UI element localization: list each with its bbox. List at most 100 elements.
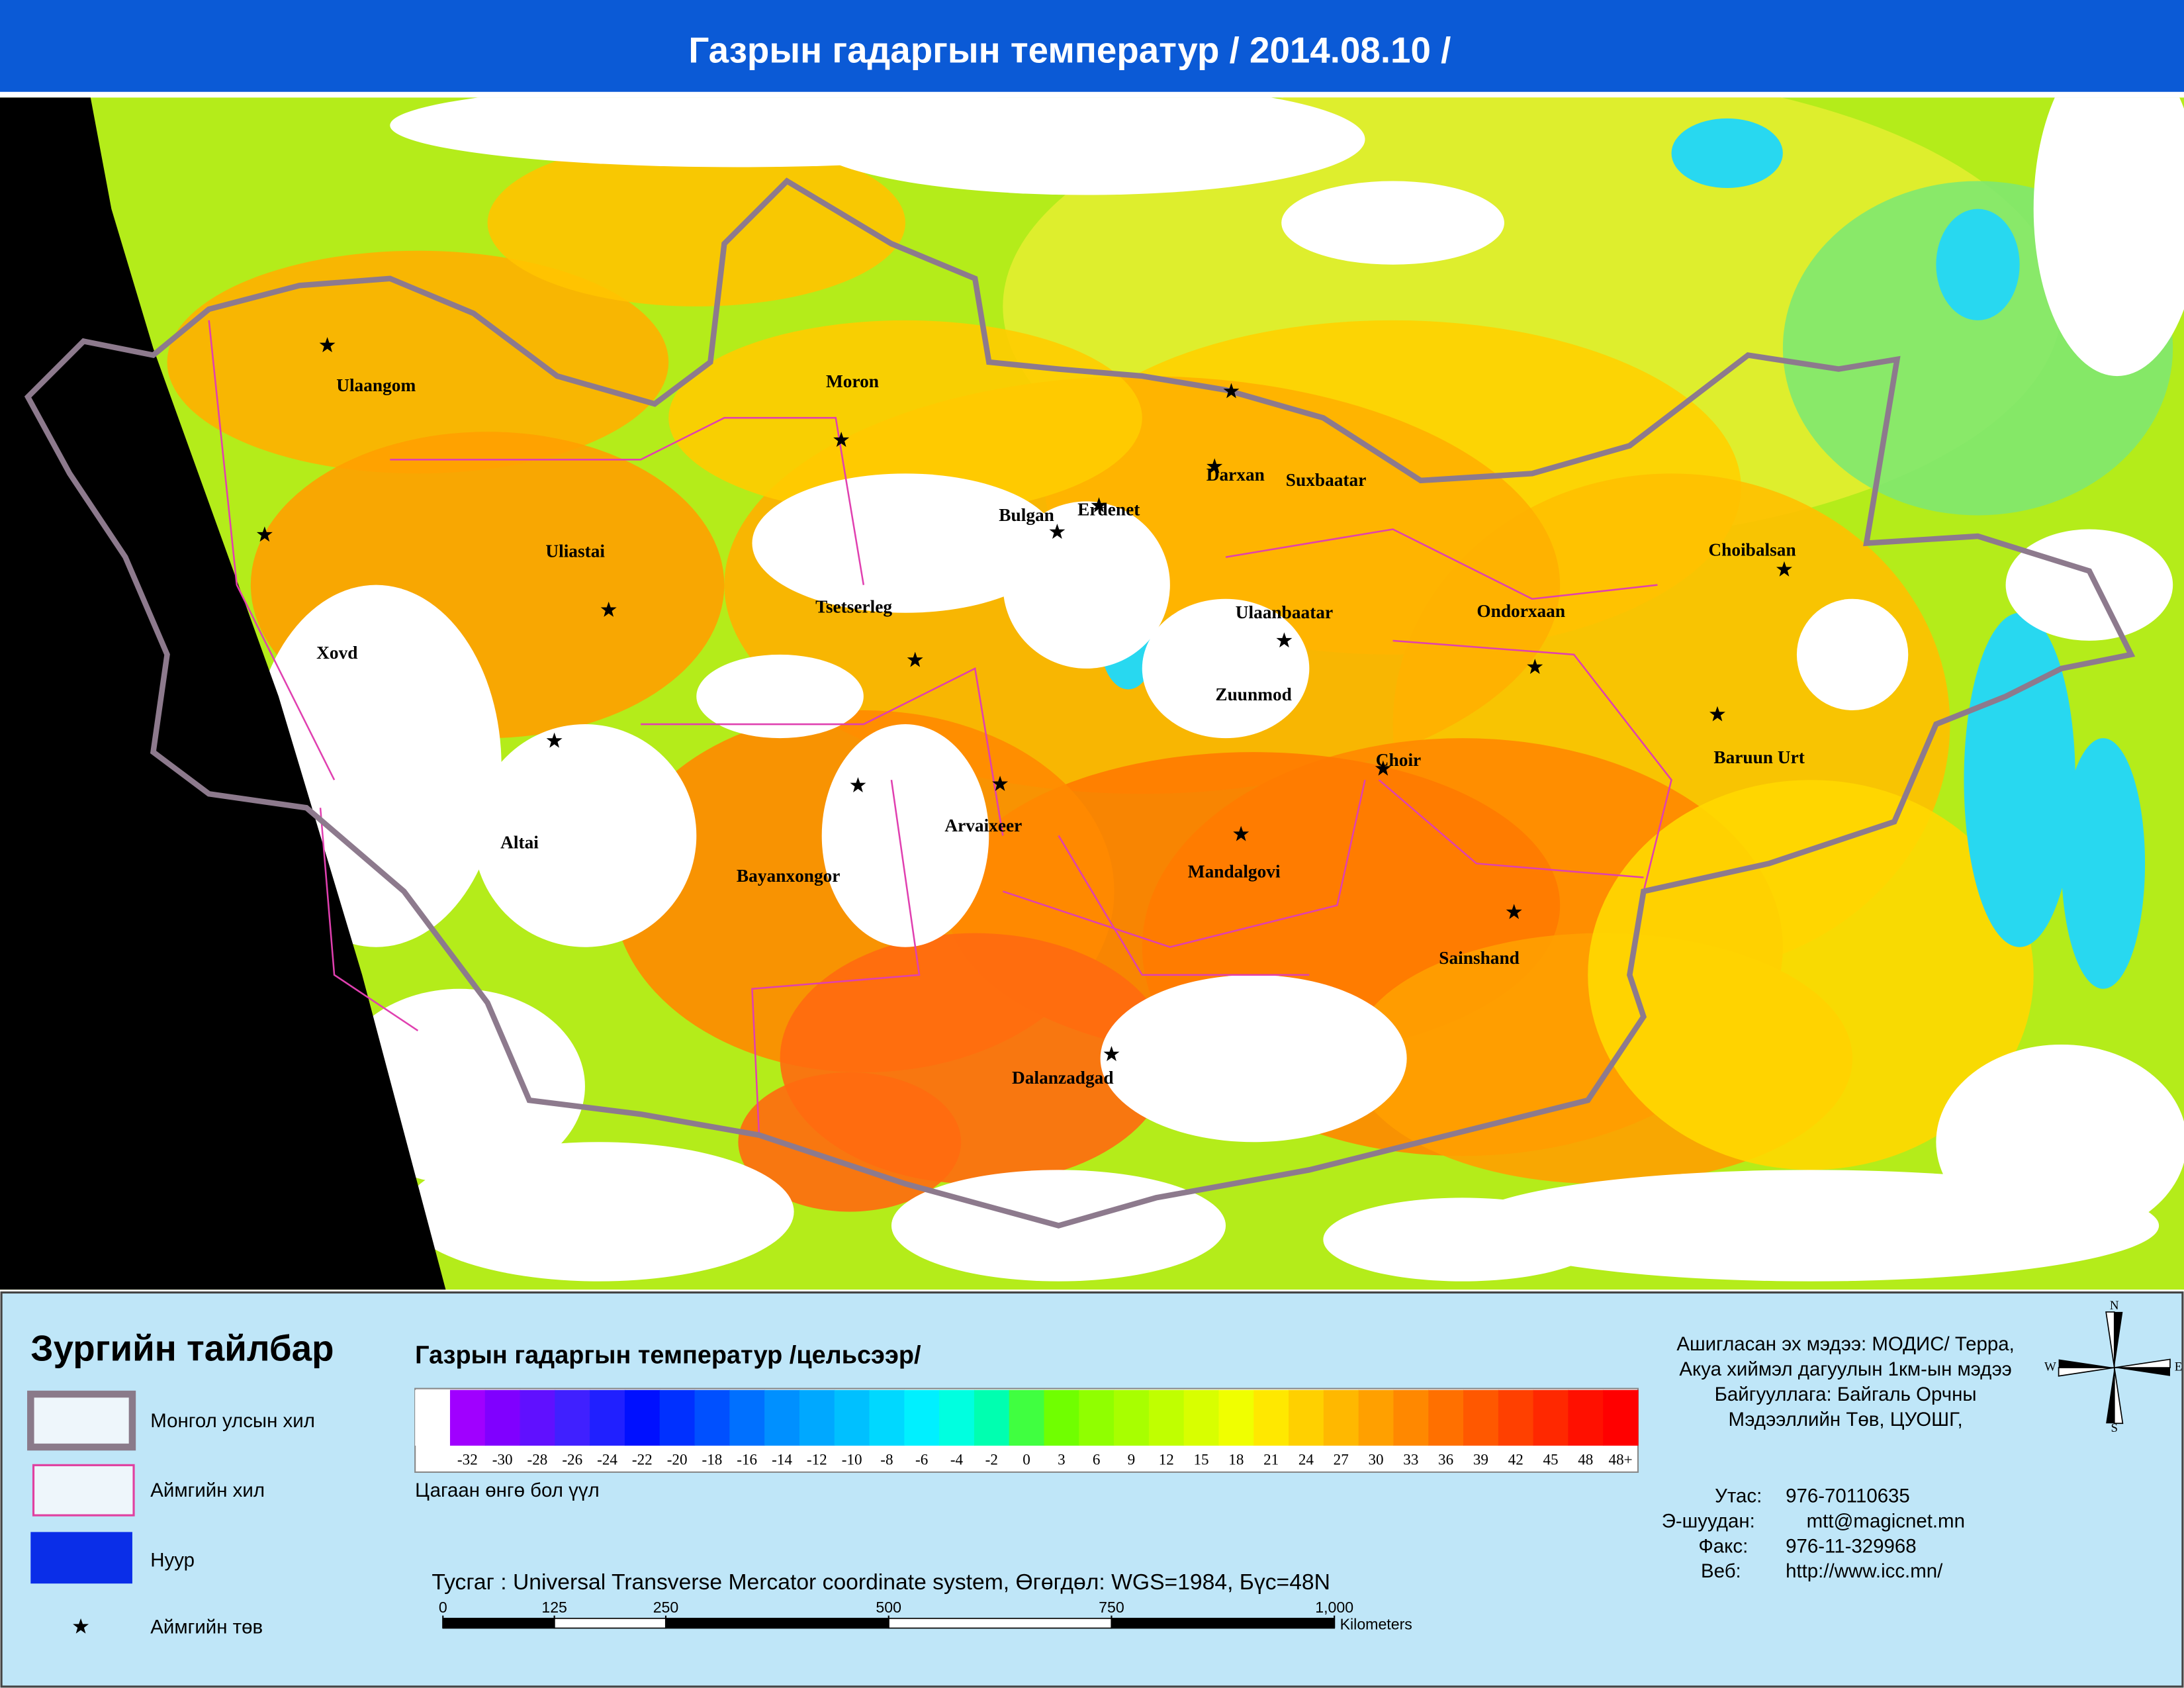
legend-label: Монгол улсын хил	[150, 1410, 315, 1432]
contact-value: http://www.icc.mn/	[1786, 1560, 1943, 1582]
aimag-center-star	[319, 337, 336, 353]
no-data-area	[0, 97, 446, 1290]
colorbar-swatch	[1568, 1389, 1604, 1446]
legend-label: Аймгийн төв	[150, 1616, 263, 1638]
colorbar-swatch	[764, 1389, 800, 1446]
aimag-center-star	[1206, 458, 1223, 474]
scalebar-segment	[1111, 1617, 1336, 1629]
colorbar-label: 48	[1578, 1451, 1593, 1468]
colorbar-swatch	[1148, 1389, 1185, 1446]
colorbar-label: 6	[1093, 1451, 1101, 1468]
colorbar-label: 27	[1334, 1451, 1349, 1468]
colorbar-swatch	[1323, 1389, 1359, 1446]
colorbar-swatch	[834, 1389, 870, 1446]
city-label: Erdenet	[1077, 499, 1140, 519]
colorbar-swatch	[974, 1389, 1010, 1446]
aimag-center-star	[1527, 659, 1543, 675]
legend-aimag-swatch	[32, 1464, 135, 1517]
contact-value: 976-11-329968	[1786, 1535, 1917, 1557]
city-label: Arvaixeer	[944, 816, 1022, 835]
colorbar-swatch	[729, 1389, 765, 1446]
city-label: Altai	[500, 832, 539, 852]
compass-point	[2058, 1359, 2115, 1368]
contact-value: 976-70110635	[1786, 1485, 1910, 1507]
projection-text: Тусгаг : Universal Transverse Mercator c…	[432, 1570, 1330, 1595]
colorbar-swatch	[1393, 1389, 1429, 1446]
scalebar-label: 250	[653, 1599, 679, 1616]
colorbar-label: 9	[1128, 1451, 1136, 1468]
city-label: Baruun Urt	[1713, 747, 1805, 767]
aimag-center-star	[1276, 632, 1293, 648]
temperature-area	[668, 320, 1142, 516]
colorbar-label: -26	[562, 1451, 582, 1468]
cloud-area	[696, 654, 864, 739]
scalebar-label: 750	[1099, 1599, 1124, 1616]
colorbar-label: -20	[667, 1451, 688, 1468]
city-label: Choir	[1376, 750, 1421, 770]
colorbar-label: -6	[915, 1451, 928, 1468]
scalebar-segment	[553, 1617, 666, 1629]
colorbar-label: 33	[1403, 1451, 1418, 1468]
colorbar-swatch	[1253, 1389, 1289, 1446]
colorbar-label: -16	[737, 1451, 757, 1468]
info-line: Акуа хиймэл дагуулын 1км-ын мэдээ	[1679, 1358, 2011, 1380]
colorbar-swatch	[869, 1389, 905, 1446]
aimag-center-star	[850, 777, 866, 792]
colorbar-swatch	[1463, 1389, 1499, 1446]
legend-label: Аймгийн хил	[150, 1479, 265, 1501]
aimag-center-star	[992, 775, 1009, 791]
header-title: Газрын гадаргын температур / 2014.08.10 …	[688, 29, 1451, 70]
info-line: Байгууллага: Байгаль Орчны	[1715, 1383, 1977, 1405]
colorbar-label: -18	[702, 1451, 723, 1468]
colorbar-label: 42	[1508, 1451, 1524, 1468]
colorbar-label: 24	[1298, 1451, 1314, 1468]
colorbar-label: -2	[985, 1451, 998, 1468]
scalebar-segment	[665, 1617, 889, 1629]
aimag-center-star	[1506, 904, 1522, 919]
cold-area	[1964, 612, 2075, 947]
colorbar-swatch	[484, 1389, 521, 1446]
city-label: Sainshand	[1439, 948, 1520, 968]
contact-label: Веб:	[1701, 1560, 1741, 1582]
colorbar-label: 21	[1263, 1451, 1279, 1468]
info-line: Ашигласан эх мэдээ: МОДИС/ Терра,	[1676, 1333, 2015, 1355]
aimag-center-star	[907, 651, 923, 667]
legend-title: Зургийн тайлбар	[30, 1327, 334, 1368]
cold-area	[2061, 738, 2146, 989]
aimag-border	[208, 320, 336, 780]
contact-label: Утас:	[1715, 1485, 1762, 1507]
colorbar-label: 18	[1228, 1451, 1244, 1468]
colorbar-label: 3	[1058, 1451, 1066, 1468]
cloud-area	[1281, 181, 1504, 265]
city-label: Ulaangom	[336, 375, 416, 395]
colorbar-swatch	[1289, 1389, 1324, 1446]
scalebar-label: 125	[541, 1599, 567, 1616]
colorbar-label: 48+	[1609, 1451, 1633, 1468]
aimag-border	[1058, 835, 1310, 976]
colorbar-label: -24	[597, 1451, 617, 1468]
scalebar-label: 500	[876, 1599, 901, 1616]
city-label: Suxbaatar	[1286, 470, 1367, 490]
colorbar-swatch	[1009, 1389, 1045, 1446]
temperature-area	[167, 250, 669, 474]
cold-area	[1671, 118, 1783, 189]
aimag-center-star	[1233, 825, 1250, 841]
compass-letter: S	[2111, 1421, 2118, 1435]
city-label: Mandalgovi	[1188, 861, 1281, 881]
scalebar-unit: Kilometers	[1340, 1615, 1412, 1632]
contact-value: mtt@magicnet.mn	[1807, 1510, 1965, 1532]
compass-letter: E	[2175, 1360, 2183, 1374]
colorbar-swatch	[520, 1389, 555, 1446]
colorbar-label: -8	[880, 1451, 893, 1468]
colorbar-label: -12	[807, 1451, 827, 1468]
colorbar-swatch	[694, 1389, 730, 1446]
colorbar-swatch	[1358, 1389, 1394, 1446]
contact-label: Факс:	[1698, 1535, 1748, 1557]
colorbar-label: 12	[1159, 1451, 1174, 1468]
colorbar-swatch	[1044, 1389, 1079, 1446]
city-label: Bayanxongor	[737, 866, 841, 886]
colorbar-label: 45	[1543, 1451, 1558, 1468]
aimag-center-star	[1776, 561, 1792, 577]
colorbar-swatch	[1114, 1389, 1150, 1446]
